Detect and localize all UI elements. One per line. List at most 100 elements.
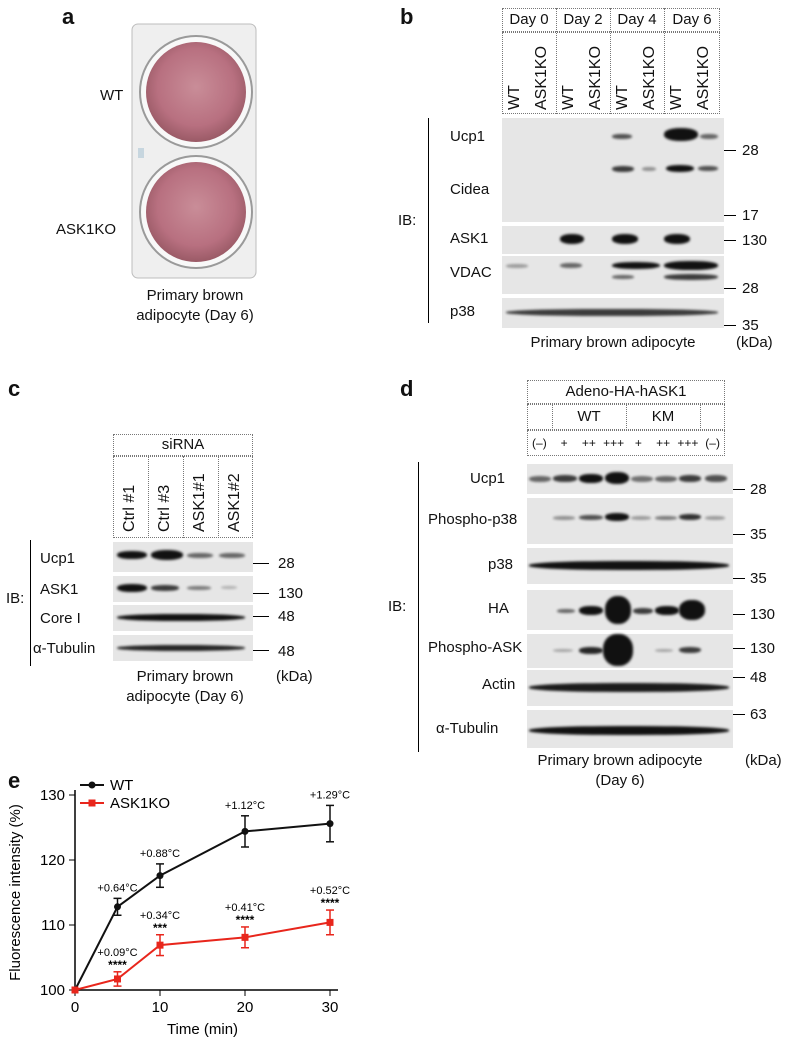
lane-label: ASK1KO (641, 45, 658, 110)
kda-label: (kDa) (276, 668, 313, 685)
mw-marker: 130 (750, 640, 776, 657)
dose-label: + (634, 436, 642, 450)
blot-label-ucp1: Ucp1 (450, 128, 486, 145)
blot-ha (527, 590, 733, 630)
data-point (156, 941, 164, 949)
blot-alpha-tubulin (113, 635, 253, 661)
blot-phospho-ask (527, 634, 733, 668)
lane-label: ASK1KO (587, 45, 604, 110)
temp-annotation: +0.09°C (97, 947, 137, 959)
data-point (241, 827, 249, 835)
ib-bracket-line (418, 462, 419, 752)
blot-vdac (502, 256, 724, 294)
mw-marker: 28 (750, 481, 767, 498)
panel-label-c: c (8, 376, 21, 401)
mw-marker: 48 (278, 608, 295, 625)
lane-label: WT (506, 85, 523, 110)
ask1ko-label: ASK1KO (56, 221, 117, 238)
panel-c-caption-line2: adipocyte (Day 6) (126, 688, 244, 705)
significance-mark: *** (153, 921, 167, 935)
legend-label: ASK1KO (110, 795, 170, 812)
blot-label-cidea: Cidea (450, 181, 490, 198)
panel-d-caption-line1: Primary brown adipocyte (537, 752, 703, 769)
blot-ucp1 (502, 118, 724, 158)
panel-c-caption-line1: Primary brown (136, 668, 234, 685)
dose-label: +++ (603, 436, 625, 450)
legend-marker (88, 799, 96, 807)
data-point (71, 986, 79, 994)
legend-marker (88, 781, 96, 789)
blot-label-phospho-ask: Phospho-ASK (428, 639, 523, 656)
data-point (156, 872, 164, 880)
mw-marker: 28 (742, 142, 759, 159)
data-point (114, 975, 121, 983)
mw-marker: 130 (750, 606, 776, 623)
lane-label: WT (668, 85, 685, 110)
blot-label-p38: p38 (488, 556, 514, 573)
sirna-label: siRNA (161, 436, 205, 453)
mw-marker: 48 (278, 643, 295, 660)
lane-label: ASK1#1 (191, 473, 208, 532)
blot-label-p38: p38 (450, 303, 476, 320)
significance-mark: **** (236, 913, 255, 927)
dose-label: ++ (656, 436, 671, 450)
mw-marker: 130 (742, 232, 768, 249)
lane-label: ASK1KO (695, 45, 712, 110)
blot-label-ask1: ASK1 (450, 230, 489, 247)
blot-ask1 (113, 576, 253, 602)
mw-marker: 35 (742, 317, 759, 334)
line-chart: 0 10 20 30 100 110 120 130 Time (min) Fluorescenc… (7, 777, 350, 1038)
mw-marker: 35 (750, 570, 767, 587)
y-tick-label: 130 (40, 787, 65, 804)
temp-annotation: +0.41°C (225, 902, 265, 914)
dose-label: + (560, 436, 568, 450)
y-tick-label: 120 (40, 852, 65, 869)
blot-ucp1 (527, 464, 733, 494)
ib-bracket-line (30, 540, 31, 666)
data-point (114, 903, 121, 911)
km-group-label: KM (651, 408, 675, 425)
blot-core-i (113, 605, 253, 631)
panel-label-e: e (8, 768, 21, 793)
mw-marker: 17 (742, 207, 759, 224)
blot-p38 (527, 548, 733, 584)
adeno-header-box (527, 380, 725, 404)
mw-marker: 63 (750, 706, 767, 723)
day-label: Day 2 (563, 11, 603, 28)
significance-mark: **** (321, 896, 340, 910)
panel-a-caption-line2: adipocyte (Day 6) (136, 307, 254, 324)
panel-label-b: b (400, 4, 414, 29)
dose-label: ++ (581, 436, 596, 450)
lane-label: ASK1KO (533, 45, 550, 110)
lane-label: ASK1#2 (226, 473, 243, 532)
y-tick-label: 100 (40, 982, 65, 999)
mw-marker: 28 (742, 280, 759, 297)
mw-marker: 35 (750, 526, 767, 543)
blot-p38 (502, 298, 724, 328)
mw-marker: 48 (750, 669, 767, 686)
blot-label-ucp1: Ucp1 (40, 550, 76, 567)
lane-label: WT (560, 85, 577, 110)
ib-label: IB: (388, 598, 407, 615)
dose-label: +++ (677, 436, 699, 450)
lane-label: WT (614, 85, 631, 110)
blot-actin (527, 670, 733, 706)
x-tick-label: 20 (237, 999, 254, 1016)
significance-mark: **** (108, 958, 127, 972)
lane-label: Ctrl #1 (121, 484, 138, 532)
temp-annotation: +0.52°C (310, 885, 350, 897)
blot-ask1 (502, 226, 724, 254)
blot-ucp1 (113, 542, 253, 572)
blot-label-vdac: VDAC (450, 264, 492, 281)
x-tick-label: 0 (71, 999, 79, 1016)
kda-label: (kDa) (745, 752, 782, 769)
temp-annotation: +1.29°C (310, 789, 350, 801)
blot-label-alpha-tubulin: α-Tubulin (436, 720, 499, 737)
dose-label: (–) (705, 436, 720, 450)
blot-label-ask1: ASK1 (40, 581, 79, 598)
day-label: Day 6 (672, 11, 712, 28)
temp-annotation: +1.12°C (225, 800, 265, 812)
blot-label-core-i: Core I (40, 610, 81, 627)
y-axis-label: Fluorescence intensity (%) (7, 804, 24, 981)
panel-b-caption: Primary brown adipocyte (530, 334, 696, 351)
